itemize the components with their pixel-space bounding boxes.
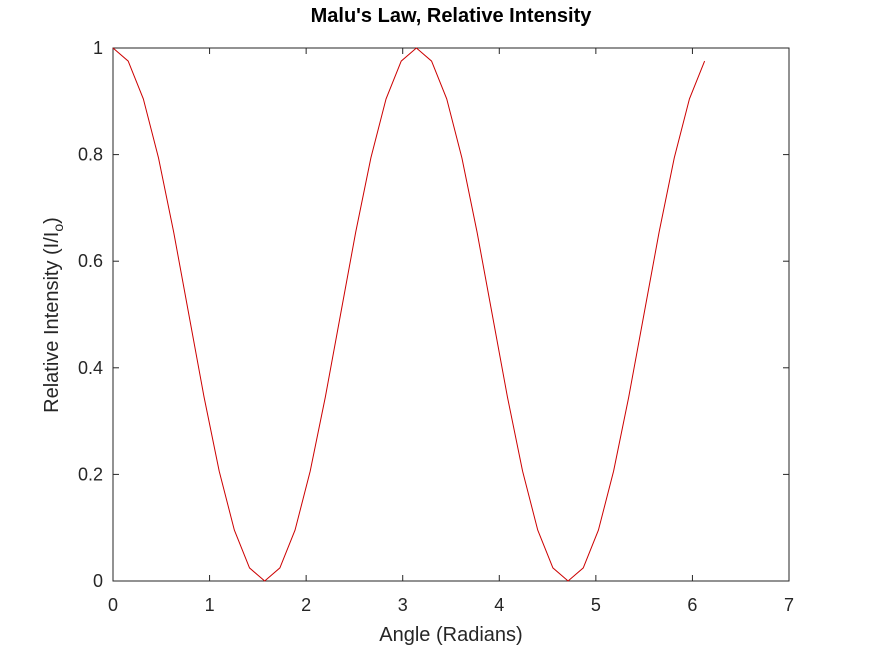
x-tick-label: 7: [784, 595, 794, 615]
x-tick-label: 4: [494, 595, 504, 615]
plot-frame: [112, 47, 790, 582]
x-tick-label: 0: [108, 595, 118, 615]
x-tick-label: 1: [205, 595, 215, 615]
tick-labels: 0 1 2 3 4 5 6 7 0 0.2 0.4 0.6 0.8 1: [78, 38, 794, 615]
x-tick-label: 5: [591, 595, 601, 615]
chart-title: Malu's Law, Relative Intensity: [311, 5, 593, 27]
x-tick-label: 3: [398, 595, 408, 615]
y-axis-label-main: Relative Intensity (I/I: [41, 232, 63, 413]
ticks: [112, 47, 790, 582]
y-tick-label: 0.4: [78, 358, 103, 378]
y-axis-label-close: ): [41, 217, 63, 224]
y-tick-label: 0: [93, 571, 103, 591]
y-tick-label: 0.8: [78, 145, 103, 165]
x-axis-label: Angle (Radians): [379, 624, 522, 646]
x-tick-label: 2: [301, 595, 311, 615]
x-tick-label: 6: [687, 595, 697, 615]
y-tick-label: 0.6: [78, 251, 103, 271]
y-tick-label: 1: [93, 38, 103, 58]
y-axis-label-subscript: o: [50, 224, 66, 232]
y-axis-label: Relative Intensity (I/Io): [41, 217, 66, 413]
y-tick-label: 0.2: [78, 464, 103, 484]
series-line: [112, 47, 706, 582]
